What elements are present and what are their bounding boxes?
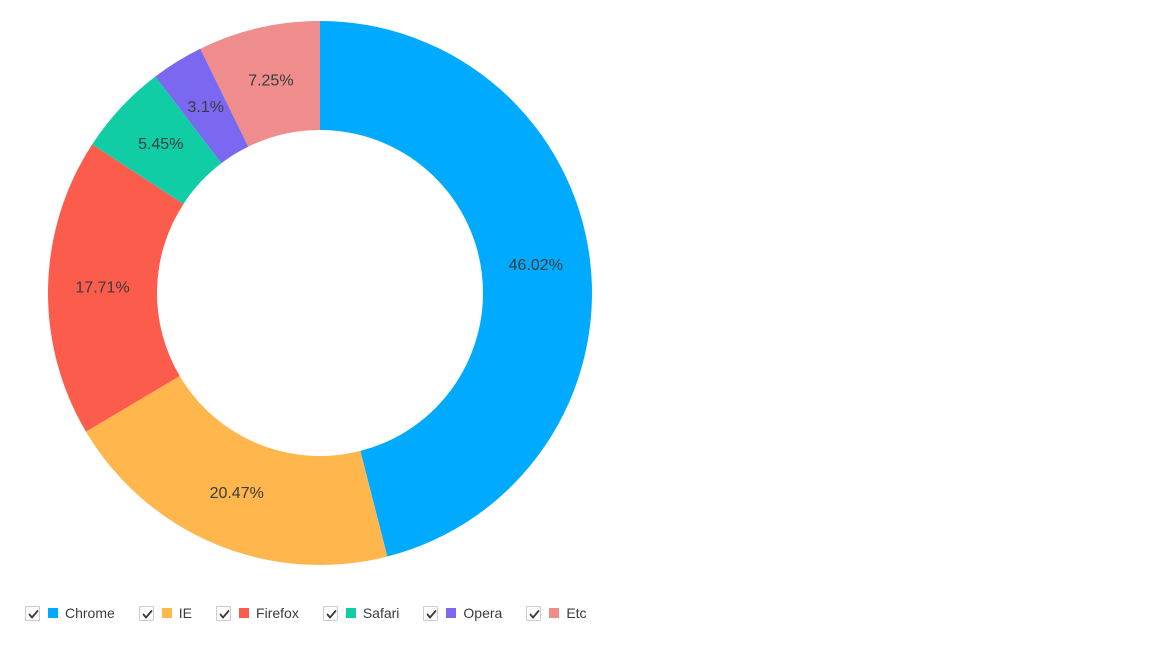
svg-text:46.02%: 46.02% <box>509 257 563 274</box>
svg-text:7.25%: 7.25% <box>248 72 293 89</box>
svg-text:17.71%: 17.71% <box>75 280 129 297</box>
svg-text:5.45%: 5.45% <box>138 136 183 153</box>
svg-text:3.1%: 3.1% <box>188 99 224 116</box>
svg-text:20.47%: 20.47% <box>210 485 264 502</box>
